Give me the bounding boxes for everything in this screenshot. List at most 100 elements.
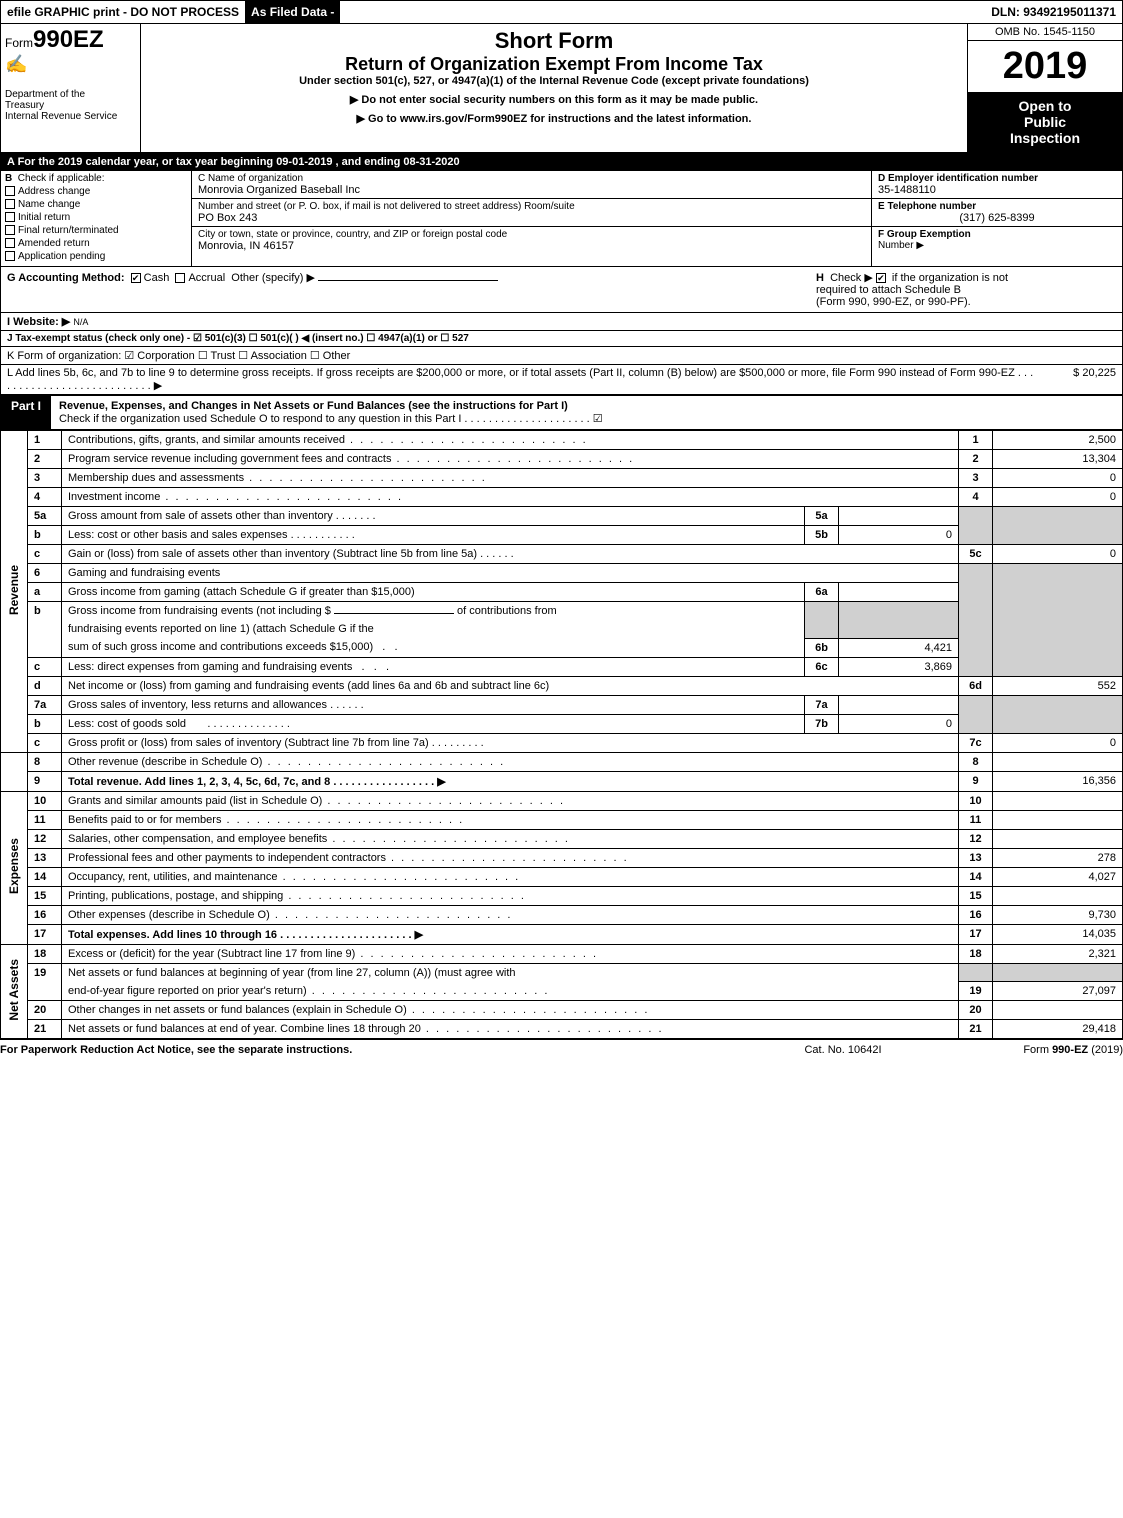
form-990: 990	[33, 26, 73, 53]
form-number: Form990EZ	[5, 26, 136, 54]
footer-mid: Cat. No. 10642I	[743, 1044, 943, 1056]
initial-return: Initial return	[18, 212, 70, 223]
h-label: H	[816, 272, 824, 284]
l1-desc: Contributions, gifts, grants, and simila…	[68, 434, 588, 446]
open-inspection: Open to Public Inspection	[968, 92, 1122, 152]
line-10: Expenses 10 Grants and similar amounts p…	[1, 791, 1123, 810]
open-2: Public	[972, 114, 1118, 130]
i-label: I Website: ▶	[7, 316, 70, 328]
row-i: I Website: ▶ N/A	[0, 313, 1123, 331]
street-val: PO Box 243	[198, 212, 865, 224]
h-text2: if the organization is not	[892, 272, 1008, 284]
form-ez: EZ	[73, 26, 104, 53]
line-12: 12 Salaries, other compensation, and emp…	[1, 829, 1123, 848]
under-section: Under section 501(c), 527, or 4947(a)(1)…	[145, 75, 963, 87]
app-pending: Application pending	[18, 251, 105, 262]
line-1: Revenue 1 Contributions, gifts, grants, …	[1, 431, 1123, 450]
l1-num: 1	[28, 431, 62, 450]
line-11: 11 Benefits paid to or for members 11	[1, 810, 1123, 829]
entity-block: B Check if applicable: Address change Na…	[0, 171, 1123, 267]
h-text3: required to attach Schedule B	[816, 284, 961, 296]
efile-label: efile GRAPHIC print - DO NOT PROCESS	[1, 1, 245, 23]
d-label: D Employer identification number	[878, 173, 1116, 184]
omb-no: OMB No. 1545-1150	[968, 24, 1122, 41]
line-5c: c Gain or (loss) from sale of assets oth…	[1, 545, 1123, 564]
row-a: A For the 2019 calendar year, or tax yea…	[0, 154, 1123, 171]
line-6b-3: sum of such gross income and contributio…	[1, 638, 1123, 657]
header-right: OMB No. 1545-1150 2019 Open to Public In…	[967, 24, 1122, 152]
chk-amended[interactable]	[5, 238, 15, 248]
cash: Cash	[144, 272, 170, 284]
line-6d: d Net income or (loss) from gaming and f…	[1, 676, 1123, 695]
line-19b: end-of-year figure reported on prior yea…	[1, 982, 1123, 1001]
line-6b-1: b Gross income from fundraising events (…	[1, 602, 1123, 621]
dept-2: Treasury	[5, 100, 136, 111]
part1-sub: Check if the organization used Schedule …	[59, 413, 603, 425]
final-return: Final return/terminated	[18, 225, 119, 236]
city-val: Monrovia, IN 46157	[198, 240, 865, 252]
f-label: F Group Exemption	[878, 229, 971, 240]
short-form: Short Form	[145, 28, 963, 54]
line-8: 8 Other revenue (describe in Schedule O)…	[1, 752, 1123, 771]
part1-header: Part I Revenue, Expenses, and Changes in…	[0, 395, 1123, 430]
row-k: K Form of organization: ☑ Corporation ☐ …	[0, 347, 1123, 365]
line-2: 2 Program service revenue including gove…	[1, 450, 1123, 469]
line-15: 15 Printing, publications, postage, and …	[1, 886, 1123, 905]
entity-right: D Employer identification number 35-1488…	[872, 171, 1122, 266]
entity-left: B Check if applicable: Address change Na…	[1, 171, 191, 266]
line-19a: 19 Net assets or fund balances at beginn…	[1, 963, 1123, 982]
chk-accrual[interactable]	[175, 273, 185, 283]
chk-addr[interactable]	[5, 186, 15, 196]
other-line[interactable]	[318, 280, 498, 281]
line-21: 21 Net assets or fund balances at end of…	[1, 1020, 1123, 1039]
b-label: B	[5, 173, 12, 184]
footer-right: Form 990-EZ (2019)	[943, 1044, 1123, 1056]
org-name: Monrovia Organized Baseball Inc	[198, 184, 865, 196]
line-5a: 5a Gross amount from sale of assets othe…	[1, 507, 1123, 526]
revenue-label: Revenue	[1, 431, 28, 753]
chk-final[interactable]	[5, 225, 15, 235]
g-label: G Accounting Method:	[7, 272, 125, 284]
footer-left: For Paperwork Reduction Act Notice, see …	[0, 1044, 743, 1056]
street-label: Number and street (or P. O. box, if mail…	[198, 201, 865, 212]
netassets-label: Net Assets	[1, 944, 28, 1039]
open-1: Open to	[972, 98, 1118, 114]
c-label: C Name of organization	[198, 173, 865, 184]
part1-pill: Part I	[1, 395, 51, 430]
line-4: 4 Investment income 4 0	[1, 488, 1123, 507]
chk-name[interactable]	[5, 199, 15, 209]
row-j: J Tax-exempt status (check only one) - ☑…	[0, 331, 1123, 347]
chk-h[interactable]	[876, 273, 886, 283]
line-6a: a Gross income from gaming (attach Sched…	[1, 583, 1123, 602]
header-left: Form990EZ ✍ Department of the Treasury I…	[1, 24, 141, 152]
other-spec: Other (specify) ▶	[231, 272, 315, 284]
dln-label: DLN: 93492195011371	[985, 1, 1122, 23]
line-14: 14 Occupancy, rent, utilities, and maint…	[1, 867, 1123, 886]
chk-initial[interactable]	[5, 212, 15, 222]
return-title: Return of Organization Exempt From Incom…	[145, 54, 963, 75]
entity-mid: C Name of organization Monrovia Organize…	[191, 171, 872, 266]
chk-pending[interactable]	[5, 251, 15, 261]
footer: For Paperwork Reduction Act Notice, see …	[0, 1039, 1123, 1056]
line-9: 9 Total revenue. Add lines 1, 2, 3, 4, 5…	[1, 771, 1123, 791]
addr-change: Address change	[18, 186, 90, 197]
chk-cash[interactable]	[131, 273, 141, 283]
h-text1: Check ▶	[830, 272, 873, 284]
h-text4: (Form 990, 990-EZ, or 990-PF).	[816, 296, 971, 308]
tax-year: 2019	[968, 41, 1122, 92]
line-5b: b Less: cost or other basis and sales ex…	[1, 526, 1123, 545]
expenses-label: Expenses	[1, 791, 28, 944]
line-18: Net Assets 18 Excess or (deficit) for th…	[1, 944, 1123, 963]
line-6: 6 Gaming and fundraising events	[1, 564, 1123, 583]
arrow-2: ▶ Go to www.irs.gov/Form990EZ for instru…	[145, 112, 963, 125]
l1-rnum: 1	[959, 431, 993, 450]
line-13: 13 Professional fees and other payments …	[1, 848, 1123, 867]
i-val: N/A	[73, 317, 88, 327]
city-label: City or town, state or province, country…	[198, 229, 865, 240]
l-text: L Add lines 5b, 6c, and 7b to line 9 to …	[7, 367, 1036, 392]
contrib-blank[interactable]	[334, 613, 454, 614]
line-7a: 7a Gross sales of inventory, less return…	[1, 695, 1123, 714]
part1-title: Revenue, Expenses, and Changes in Net As…	[51, 395, 1122, 430]
part1-title-b: Revenue, Expenses, and Changes in Net As…	[59, 400, 568, 412]
accrual: Accrual	[188, 272, 225, 284]
